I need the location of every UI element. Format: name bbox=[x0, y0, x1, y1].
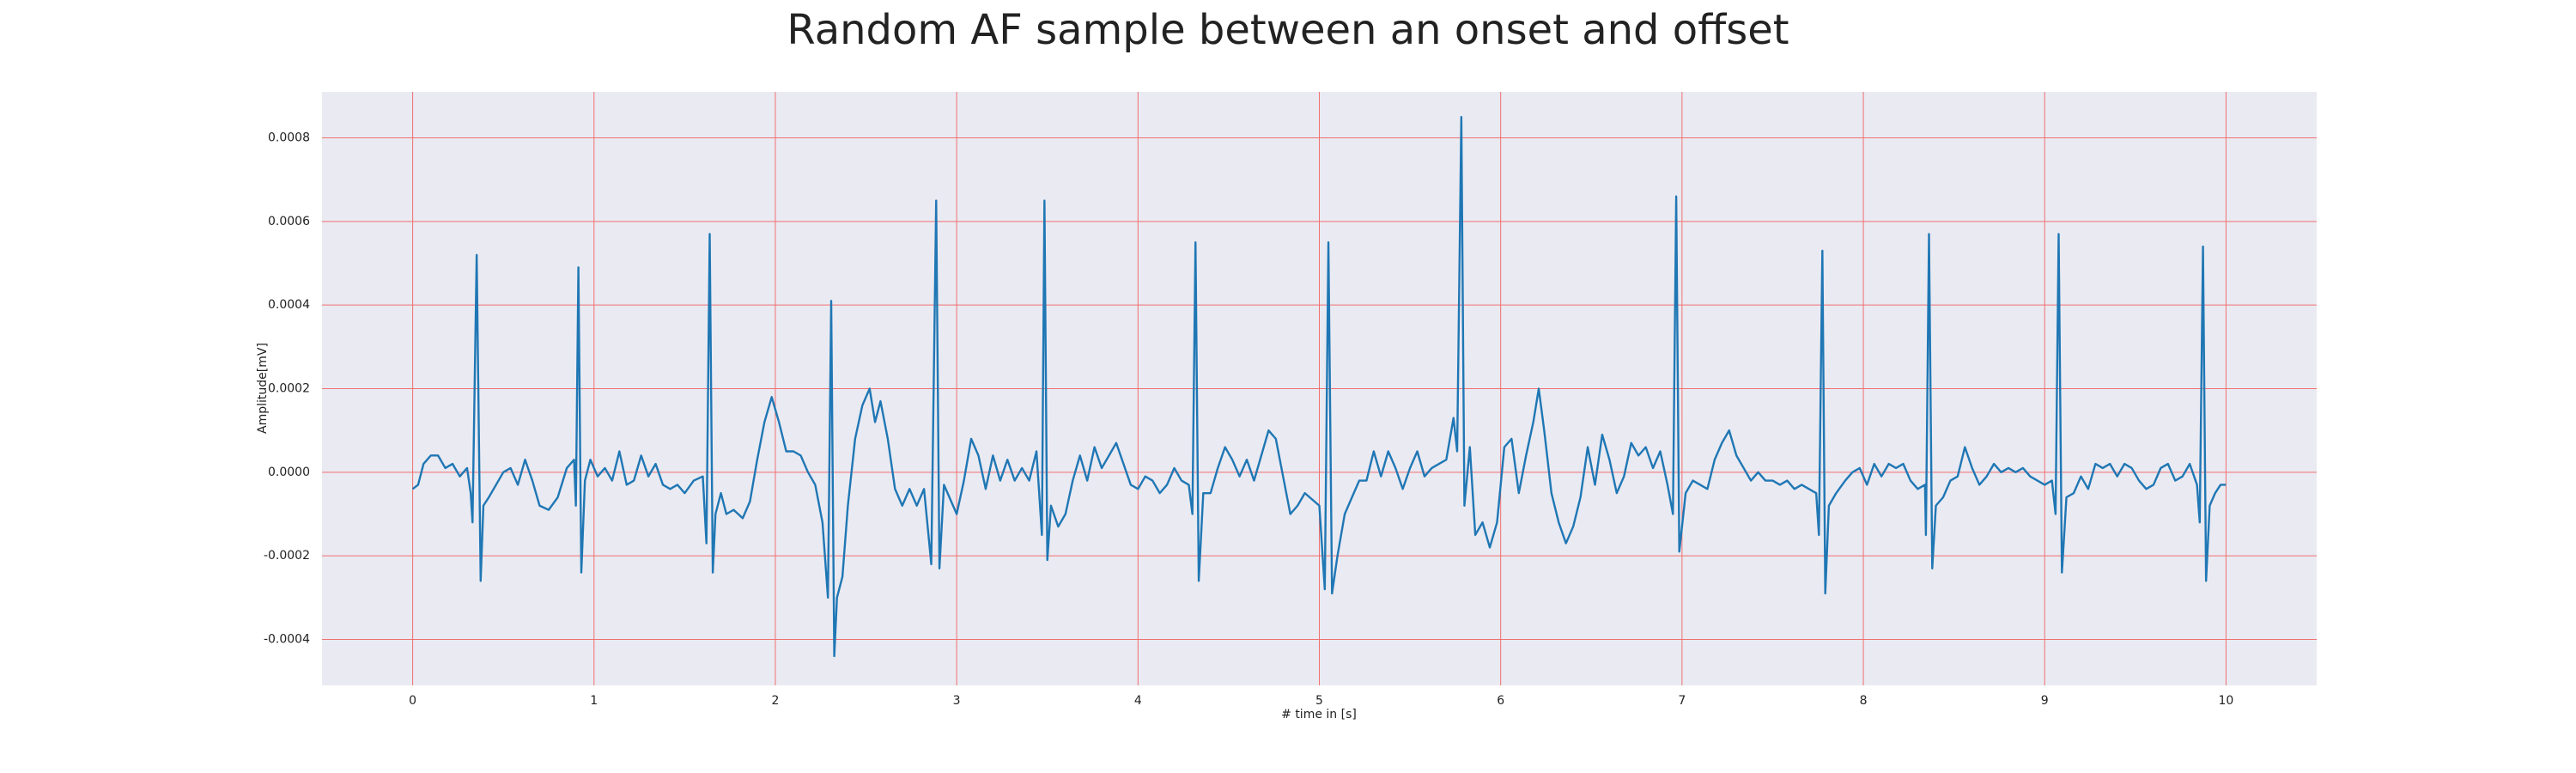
chart-title: Random AF sample between an onset and of… bbox=[787, 6, 1789, 54]
y-tick-label: -0.0004 bbox=[264, 632, 310, 646]
x-tick-label: 3 bbox=[953, 694, 961, 708]
signal-line bbox=[411, 116, 2227, 658]
marks bbox=[411, 116, 2227, 658]
x-tick-label: 8 bbox=[1860, 694, 1868, 708]
y-tick-label: 0.0004 bbox=[268, 298, 310, 312]
x-tick-label: 7 bbox=[1678, 694, 1686, 708]
x-axis-label: # time in [s] bbox=[1281, 708, 1357, 721]
x-tick-label: 6 bbox=[1497, 694, 1504, 708]
y-tick-label: 0.0008 bbox=[268, 131, 310, 145]
x-tick-label: 0 bbox=[409, 694, 416, 708]
x-tick-label: 9 bbox=[2041, 694, 2049, 708]
x-tick-label: 2 bbox=[771, 694, 779, 708]
x-tick-label: 5 bbox=[1315, 694, 1323, 708]
grid bbox=[322, 92, 2317, 685]
x-tick-label: 10 bbox=[2218, 694, 2233, 708]
y-tick-label: 0.0000 bbox=[268, 466, 310, 479]
x-tick-label: 4 bbox=[1134, 694, 1142, 708]
y-tick-label: 0.0006 bbox=[268, 215, 310, 228]
x-tick-label: 1 bbox=[590, 694, 598, 708]
y-axis-label: Amplitude[mV] bbox=[256, 343, 270, 434]
y-tick-label: 0.0002 bbox=[268, 382, 310, 396]
y-tick-label: -0.0002 bbox=[264, 549, 310, 563]
